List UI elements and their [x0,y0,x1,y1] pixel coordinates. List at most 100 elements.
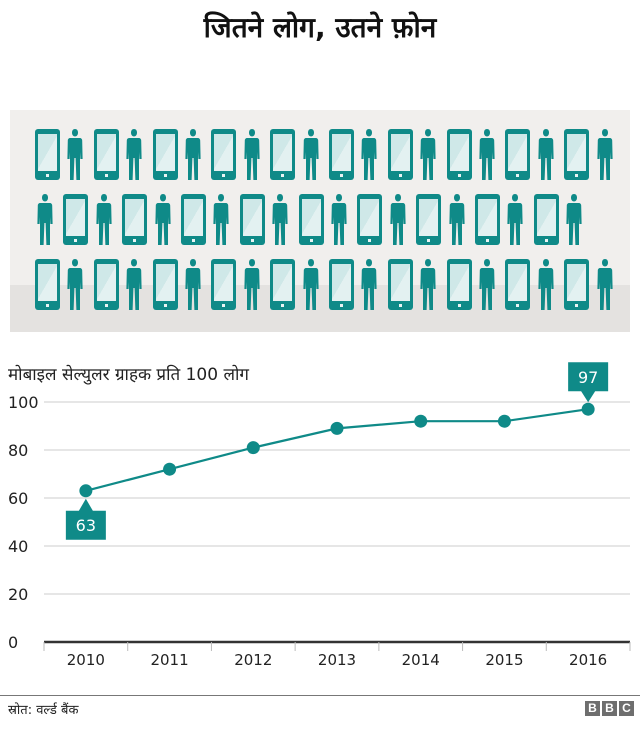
person-icon [361,129,377,181]
x-tick-label: 2012 [234,651,272,669]
data-point [246,441,260,455]
person-icon [126,259,142,311]
data-point [163,462,177,476]
icon-row-1 [10,129,630,181]
mobile-phone-icon [152,259,178,310]
line-chart: 0 20 40 60 80 100 2010 2011 2012 2013 2014 2015 20 1… [8,362,631,669]
x-tick-label: 2011 [150,651,188,669]
mobile-phone-icon [416,194,442,245]
y-tick-label: 20 [8,585,28,604]
x-tick-label: 2013 [318,651,356,669]
mobile-phone-icon [533,194,559,245]
mobile-phone-icon [298,194,324,245]
person-icon [420,129,436,181]
person-icon [507,194,523,246]
mobile-phone-icon [239,194,265,245]
mobile-phone-icon [211,129,237,180]
person-icon [390,194,406,246]
mobile-phone-icon [329,129,354,180]
person-icon [67,129,83,181]
person-icon [302,129,319,181]
x-axis: 2010 2011 2012 2013 2014 2015 2016 [43,640,631,669]
person-icon [67,259,83,311]
icon-row-2 [10,194,630,246]
mobile-phone-icon [270,259,296,310]
mobile-phone-icon [564,259,590,310]
svg-text:97: 97 [578,368,598,387]
person-icon [566,194,582,246]
mobile-phone-icon [329,259,354,310]
mobile-phone-icon [564,129,590,180]
source-note: स्रोत: वर्ल्ड बैंक [8,703,79,718]
mobile-phone-icon [387,259,413,310]
y-axis-ticks: 0 20 40 60 80 100 [8,393,39,652]
mobile-phone-icon [35,259,60,310]
chart-title: जितने लोग, उतने फ़ोन [203,11,437,44]
icon-row-3 [10,259,630,311]
data-point [497,414,511,428]
y-tick-label: 60 [8,489,28,508]
mobile-phone-icon [211,259,237,310]
footer-divider [0,695,640,696]
person-icon [272,194,288,246]
person-icon [331,194,347,246]
mobile-phone-icon [152,129,178,180]
person-icon [448,194,465,246]
y-tick-label: 0 [8,633,18,652]
person-icon [154,194,171,246]
person-icon [126,129,142,181]
person-icon [538,129,554,181]
x-tick-label: 2014 [402,651,440,669]
person-icon [213,194,229,246]
data-point [79,484,93,498]
person-icon [244,129,260,181]
data-labels: 63 97 [65,362,609,540]
person-icon [479,129,495,181]
mobile-phone-icon [181,194,206,245]
person-icon [185,129,201,181]
data-point [414,414,428,428]
mobile-phone-icon [505,259,531,310]
mobile-phone-icon [93,129,119,180]
chart-subtitle: मोबाइल सेल्युलर ग्राहक प्रति 100 लोग [8,365,249,385]
person-icon [302,259,319,311]
bbc-logo-c: C [619,701,634,716]
person-icon [37,194,53,246]
mobile-phone-icon [387,129,413,180]
mobile-phone-icon [505,129,531,180]
gridlines [44,401,630,595]
person-icon [96,194,112,246]
person-icon [244,259,260,311]
person-icon [596,129,613,181]
phones-people-illustration [10,110,630,332]
mobile-phone-icon [270,129,296,180]
person-icon [185,259,201,311]
mobile-phone-icon [35,129,60,180]
bbc-logo-b2: B [602,701,617,716]
x-tick-label: 2010 [67,651,105,669]
mobile-phone-icon [63,194,89,245]
person-icon [420,259,436,311]
y-tick-label: 100 [8,393,39,412]
bbc-logo: B B C [585,701,634,716]
mobile-phone-icon [357,194,383,245]
data-label-last: 97 [568,362,609,403]
mobile-phone-icon [122,194,148,245]
data-point [581,402,595,416]
y-tick-label: 80 [8,441,28,460]
mobile-phone-icon [446,129,472,180]
person-icon [361,259,377,311]
y-tick-label: 40 [8,537,28,556]
person-icon [479,259,495,311]
x-tick-label: 2015 [485,651,523,669]
svg-text:63: 63 [76,516,96,535]
person-icon [538,259,554,311]
data-points [79,402,595,498]
data-label-first: 63 [65,498,106,540]
mobile-phone-icon [93,259,119,310]
data-point [330,421,344,435]
mobile-phone-icon [446,259,472,310]
bbc-logo-b1: B [585,701,600,716]
mobile-phone-icon [475,194,500,245]
person-icon [596,259,613,311]
